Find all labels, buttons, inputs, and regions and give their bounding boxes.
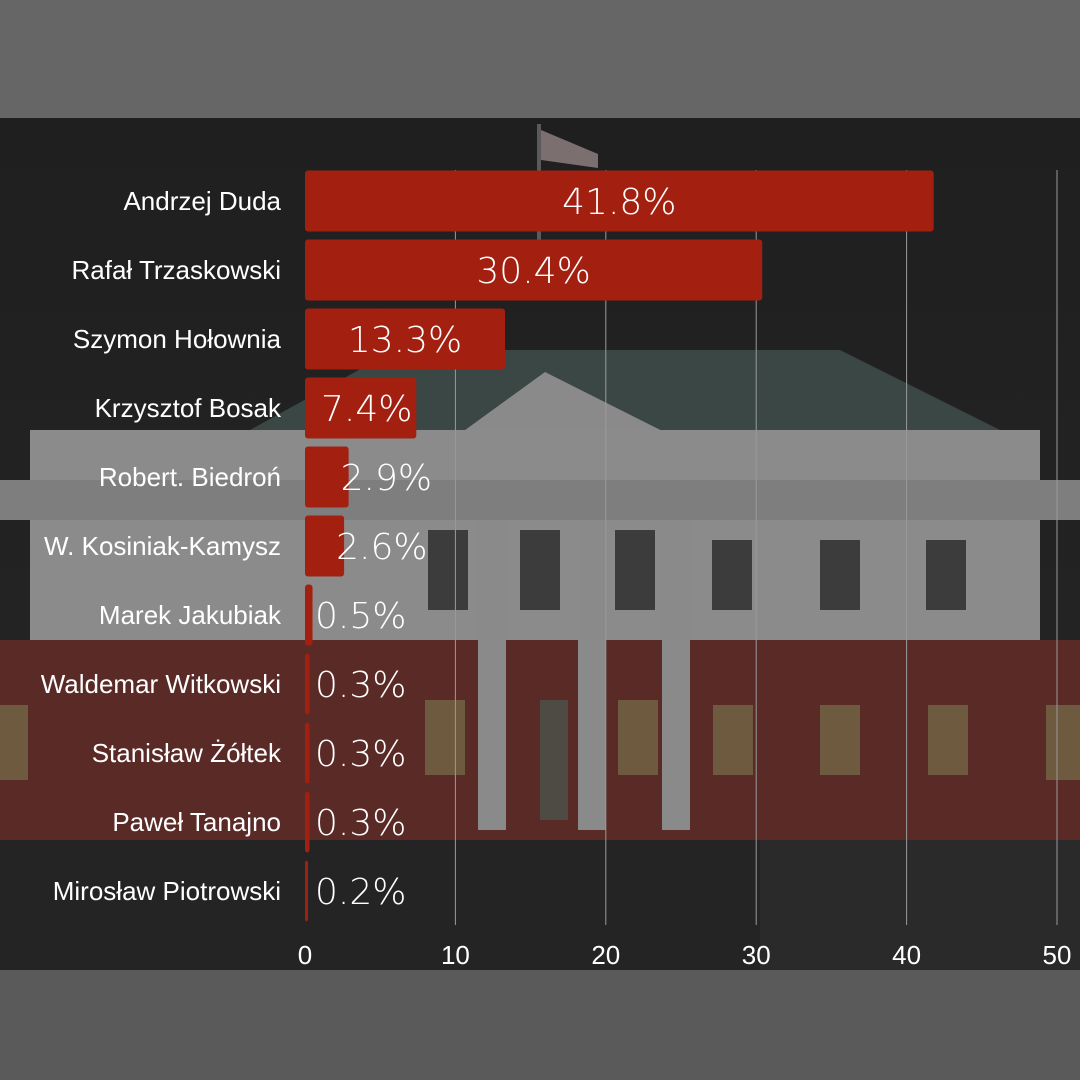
data-label: 0.5% [315, 596, 406, 637]
bar [305, 239, 763, 301]
data-labels: 41.8% 30.4% 13.3% 7.4% 2.9% 2.6% 0.5% 0.3% 0.3% 0… [315, 182, 677, 913]
x-tick-label: 10 [441, 940, 470, 970]
bar [305, 653, 310, 715]
category-label: Krzysztof Bosak [95, 393, 282, 423]
category-label: Mirosław Piotrowski [53, 876, 281, 906]
data-label: 41.8% [562, 182, 676, 223]
bar [305, 791, 310, 853]
category-label: Stanisław Żółtek [92, 738, 282, 768]
data-label: 0.3% [315, 803, 406, 844]
x-tick-label: 40 [892, 940, 921, 970]
bar [305, 377, 417, 439]
category-label: Waldemar Witkowski [41, 669, 281, 699]
x-tick-label: 50 [1043, 940, 1072, 970]
bar [305, 308, 506, 370]
bar [305, 722, 310, 784]
data-label: 0.3% [315, 734, 406, 775]
data-label: 0.3% [315, 665, 406, 706]
gridlines [454, 170, 1058, 925]
category-label: Paweł Tanajno [112, 807, 281, 837]
x-tick-label: 30 [742, 940, 771, 970]
data-label: 2.6% [336, 527, 427, 568]
bars [305, 170, 934, 922]
x-tick-label: 20 [591, 940, 620, 970]
category-labels: Andrzej Duda Rafał Trzaskowski Szymon Hoło… [41, 186, 282, 906]
data-label: 0.2% [315, 872, 406, 913]
bar [305, 515, 345, 577]
data-label: 13.3% [348, 320, 462, 361]
category-label: W. Kosiniak-Kamysz [44, 531, 281, 561]
data-label: 30.4% [476, 251, 590, 292]
x-axis-ticks: 0 10 20 30 40 50 [298, 940, 1072, 970]
bar [305, 170, 934, 232]
category-label: Andrzej Duda [123, 186, 281, 216]
x-tick-label: 0 [298, 940, 312, 970]
bar [305, 860, 309, 922]
category-label: Marek Jakubiak [99, 600, 282, 630]
category-label: Robert. Biedroń [99, 462, 281, 492]
bar [305, 584, 313, 646]
category-label: Szymon Hołownia [73, 324, 282, 354]
data-label: 2.9% [341, 458, 432, 499]
bar [305, 446, 349, 508]
category-label: Rafał Trzaskowski [72, 255, 282, 285]
data-label: 7.4% [321, 389, 412, 430]
